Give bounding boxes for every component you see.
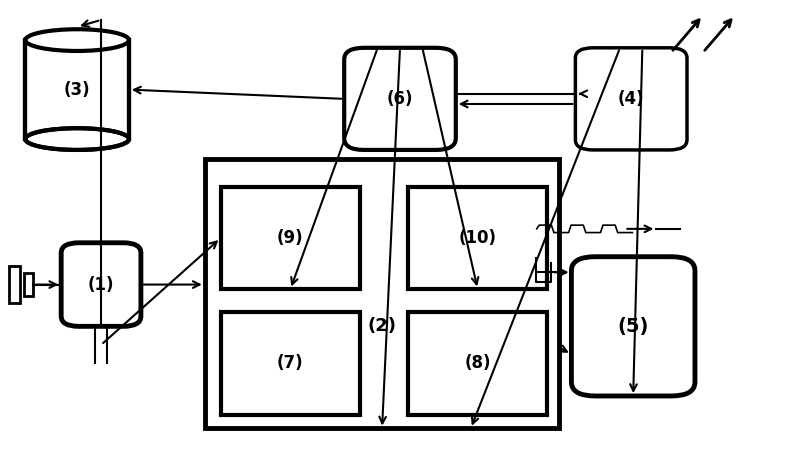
Text: (6): (6)	[386, 90, 414, 108]
Text: (7): (7)	[277, 354, 304, 373]
FancyBboxPatch shape	[571, 257, 695, 396]
Bar	[26, 40, 129, 139]
Ellipse shape	[26, 128, 129, 150]
Text: (9): (9)	[277, 229, 304, 247]
Bar	[205, 159, 559, 429]
FancyBboxPatch shape	[344, 48, 456, 150]
Bar	[221, 312, 360, 415]
Bar	[221, 187, 360, 289]
Text: (10): (10)	[458, 229, 497, 247]
Bar	[408, 312, 547, 415]
FancyBboxPatch shape	[61, 243, 141, 326]
Bar	[24, 273, 34, 296]
Ellipse shape	[26, 29, 129, 51]
Text: (5): (5)	[618, 317, 649, 336]
Text: (4): (4)	[618, 90, 645, 108]
Text: (2): (2)	[367, 317, 397, 335]
Text: (1): (1)	[88, 276, 114, 294]
Bar	[408, 187, 547, 289]
Text: (8): (8)	[465, 354, 491, 373]
Text: (3): (3)	[64, 81, 90, 99]
Bar	[10, 266, 20, 303]
FancyBboxPatch shape	[575, 48, 687, 150]
